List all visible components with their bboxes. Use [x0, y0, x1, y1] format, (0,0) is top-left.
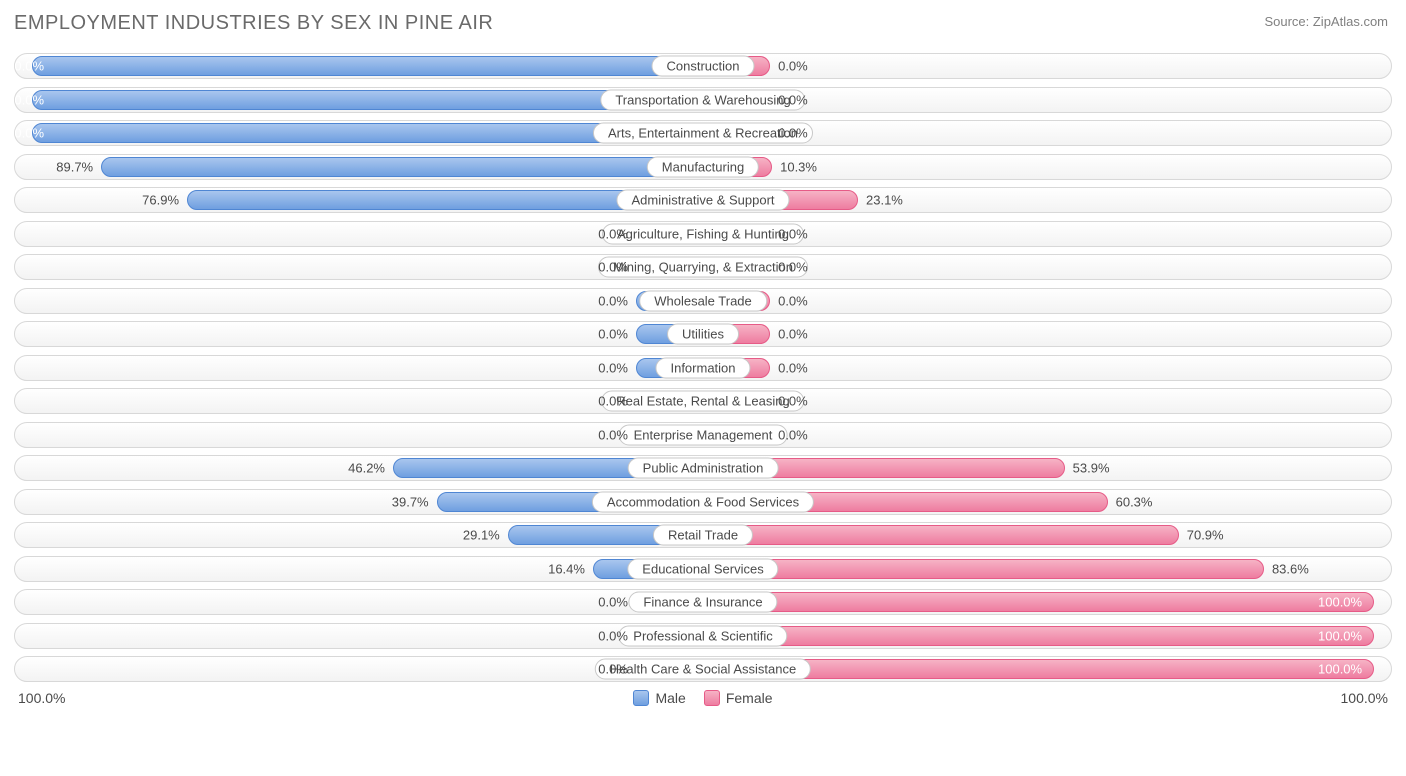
legend-row: 100.0% Male Female 100.0%	[14, 690, 1392, 706]
category-label: Wholesale Trade	[639, 290, 767, 311]
female-bar	[703, 525, 1179, 545]
chart-row: Educational Services 16.4% 83.6%	[14, 556, 1392, 582]
male-bar	[32, 56, 703, 76]
chart-row: Finance & Insurance0.0% 100.0%	[14, 589, 1392, 615]
category-label: Enterprise Management	[619, 424, 788, 445]
male-value-label: 76.9%	[142, 193, 179, 208]
chart-row: Wholesale Trade 0.0% 0.0%	[14, 288, 1392, 314]
chart-row: Transportation & Warehousing100.0%0.0%	[14, 87, 1392, 113]
male-value-label: 0.0%	[598, 226, 628, 241]
female-bar	[703, 559, 1264, 579]
chart-row: Health Care & Social Assistance0.0%100.0…	[14, 656, 1392, 682]
legend-center: Male Female	[633, 690, 772, 706]
male-value-label: 0.0%	[598, 327, 628, 342]
category-label: Educational Services	[627, 558, 778, 579]
male-value-label: 100.0%	[0, 92, 44, 107]
male-value-label: 0.0%	[598, 360, 628, 375]
category-label: Transportation & Warehousing	[600, 89, 805, 110]
female-value-label: 100.0%	[1318, 595, 1362, 610]
legend-male: Male	[633, 690, 685, 706]
female-value-label: 0.0%	[778, 226, 808, 241]
category-label: Real Estate, Rental & Leasing	[601, 391, 804, 412]
chart-title: EMPLOYMENT INDUSTRIES BY SEX IN PINE AIR	[14, 12, 1392, 35]
male-bar	[101, 157, 703, 177]
female-value-label: 10.3%	[780, 159, 817, 174]
legend-male-label: Male	[655, 690, 685, 706]
legend-female: Female	[704, 690, 773, 706]
category-label: Mining, Quarrying, & Extraction	[598, 257, 808, 278]
chart-row: Professional & Scientific0.0% 100.0%	[14, 623, 1392, 649]
axis-right-label: 100.0%	[1341, 690, 1388, 706]
male-value-label: 39.7%	[392, 494, 429, 509]
category-label: Accommodation & Food Services	[592, 491, 814, 512]
chart-row: Administrative & Support 76.9% 23.1%	[14, 187, 1392, 213]
category-label: Public Administration	[628, 458, 779, 479]
category-label: Construction	[652, 56, 755, 77]
female-value-label: 0.0%	[778, 293, 808, 308]
chart-row: Information 0.0% 0.0%	[14, 355, 1392, 381]
female-swatch-icon	[704, 690, 720, 706]
axis-left-label: 100.0%	[18, 690, 65, 706]
category-label: Information	[655, 357, 750, 378]
male-value-label: 16.4%	[548, 561, 585, 576]
male-value-label: 0.0%	[598, 662, 628, 677]
category-label: Administrative & Support	[616, 190, 789, 211]
female-value-label: 100.0%	[1318, 662, 1362, 677]
chart-row: Construction100.0%0.0%	[14, 53, 1392, 79]
source-attribution: Source: ZipAtlas.com	[1264, 14, 1388, 29]
category-label: Agriculture, Fishing & Hunting	[602, 223, 804, 244]
chart-row: Arts, Entertainment & Recreation100.0%0.…	[14, 120, 1392, 146]
male-value-label: 100.0%	[0, 59, 44, 74]
female-value-label: 0.0%	[778, 59, 808, 74]
male-value-label: 0.0%	[598, 394, 628, 409]
male-value-label: 0.0%	[598, 293, 628, 308]
female-value-label: 0.0%	[778, 394, 808, 409]
female-value-label: 0.0%	[778, 92, 808, 107]
female-bar	[703, 626, 1374, 646]
male-value-label: 100.0%	[0, 126, 44, 141]
category-label: Retail Trade	[653, 525, 753, 546]
chart-row: Real Estate, Rental & Leasing0.0% 0.0%	[14, 388, 1392, 414]
male-value-label: 29.1%	[463, 528, 500, 543]
chart-row: Accommodation & Food Services 39.7% 60.3%	[14, 489, 1392, 515]
chart-row: Public Administration 46.2% 53.9%	[14, 455, 1392, 481]
female-value-label: 100.0%	[1318, 628, 1362, 643]
chart-row: Enterprise Management0.0% 0.0%	[14, 422, 1392, 448]
chart-row: Retail Trade 29.1% 70.9%	[14, 522, 1392, 548]
female-bar	[703, 592, 1374, 612]
category-label: Utilities	[667, 324, 739, 345]
male-swatch-icon	[633, 690, 649, 706]
male-value-label: 0.0%	[598, 628, 628, 643]
male-value-label: 0.0%	[598, 595, 628, 610]
category-label: Manufacturing	[647, 156, 759, 177]
female-value-label: 70.9%	[1187, 528, 1224, 543]
female-value-label: 0.0%	[778, 126, 808, 141]
female-value-label: 23.1%	[866, 193, 903, 208]
female-value-label: 53.9%	[1073, 461, 1110, 476]
chart-row: Mining, Quarrying, & Extraction0.0% 0.0%	[14, 254, 1392, 280]
female-value-label: 0.0%	[778, 327, 808, 342]
female-value-label: 0.0%	[778, 360, 808, 375]
male-value-label: 89.7%	[56, 159, 93, 174]
female-value-label: 83.6%	[1272, 561, 1309, 576]
female-value-label: 60.3%	[1116, 494, 1153, 509]
chart-row: Manufacturing 89.7% 10.3%	[14, 154, 1392, 180]
chart-row: Agriculture, Fishing & Hunting0.0% 0.0%	[14, 221, 1392, 247]
legend-female-label: Female	[726, 690, 773, 706]
chart-row: Utilities 0.0% 0.0%	[14, 321, 1392, 347]
female-value-label: 0.0%	[778, 427, 808, 442]
female-value-label: 0.0%	[778, 260, 808, 275]
male-value-label: 46.2%	[348, 461, 385, 476]
category-label: Finance & Insurance	[628, 592, 777, 613]
male-value-label: 0.0%	[598, 260, 628, 275]
category-label: Professional & Scientific	[618, 625, 787, 646]
male-value-label: 0.0%	[598, 427, 628, 442]
chart-area: Construction100.0%0.0%Transportation & W…	[14, 53, 1392, 682]
